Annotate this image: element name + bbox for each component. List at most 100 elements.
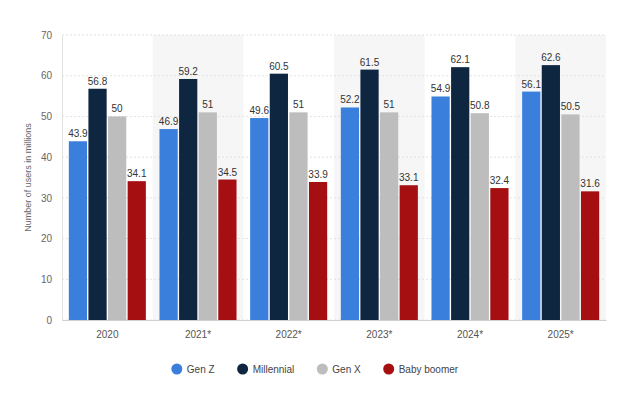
chart-container: 01020304050607020202021*2022*2023*2024*2…: [0, 0, 624, 393]
data-label: 32.4: [490, 175, 510, 186]
bar: [199, 112, 217, 320]
bar: [108, 116, 126, 320]
bar: [490, 188, 508, 320]
y-tick-label: 60: [41, 70, 53, 81]
data-label: 33.1: [399, 172, 419, 183]
data-label: 50.8: [470, 100, 490, 111]
x-tick-label: 2021*: [185, 329, 211, 340]
y-tick: 50: [41, 111, 62, 122]
y-tick-label: 0: [46, 315, 52, 326]
bar: [400, 185, 418, 320]
legend-label: Baby boomer: [399, 364, 459, 375]
x-tick: 2024*: [457, 320, 483, 340]
legend-marker: [171, 364, 182, 375]
data-label: 34.5: [218, 167, 238, 178]
bar: [431, 96, 449, 320]
bar: [522, 92, 540, 320]
bar: [69, 141, 87, 320]
bar: [581, 191, 599, 320]
legend-marker: [237, 364, 248, 375]
data-label: 50.5: [561, 101, 581, 112]
grid-line: [62, 35, 606, 36]
bar: [88, 89, 106, 320]
data-label: 33.9: [308, 169, 328, 180]
x-tick: 2022*: [276, 320, 302, 340]
bar: [159, 129, 177, 320]
data-label: 31.6: [580, 178, 600, 189]
bar: [542, 65, 560, 320]
legend-item: Gen X: [317, 364, 361, 375]
bar: [289, 112, 307, 320]
y-tick: 30: [41, 193, 62, 204]
bar: [128, 181, 146, 320]
y-tick-label: 70: [41, 30, 53, 41]
y-tick-label: 10: [41, 274, 53, 285]
x-tick-label: 2022*: [276, 329, 302, 340]
legend-item: Gen Z: [171, 364, 214, 375]
data-label: 46.9: [159, 116, 179, 127]
data-label: 56.1: [522, 79, 542, 90]
column-band: [334, 35, 425, 320]
column-band: [153, 35, 244, 320]
x-tick-label: 2025*: [548, 329, 574, 340]
y-tick: 60: [41, 70, 62, 81]
x-tick-label: 2020: [96, 329, 119, 340]
x-tick-label: 2024*: [457, 329, 483, 340]
legend-marker: [383, 364, 394, 375]
data-labels: 43.946.949.652.254.956.156.859.260.561.5…: [68, 52, 600, 189]
data-label: 61.5: [360, 57, 380, 68]
bar: [179, 79, 197, 320]
data-label: 60.5: [269, 61, 289, 72]
legend-item: Baby boomer: [383, 364, 459, 375]
y-tick-label: 30: [41, 193, 53, 204]
data-label: 59.2: [178, 66, 198, 77]
y-axis-title: Number of users in millions: [23, 123, 33, 232]
bar: [218, 180, 236, 320]
y-tick: 40: [41, 152, 62, 163]
data-label: 52.2: [340, 94, 360, 105]
x-tick: 2020: [96, 320, 119, 340]
legend-item: Millennial: [237, 364, 294, 375]
y-tick-label: 40: [41, 152, 53, 163]
y-axis-line: [62, 36, 63, 321]
data-label: 51: [384, 99, 396, 110]
x-tick: 2021*: [185, 320, 211, 340]
data-label: 62.1: [450, 54, 470, 65]
bar: [471, 113, 489, 320]
data-label: 51: [202, 99, 214, 110]
data-label: 34.1: [127, 168, 147, 179]
bars: [69, 65, 599, 320]
y-tick: 20: [41, 233, 62, 244]
data-label: 43.9: [68, 128, 88, 139]
grid-line: [62, 75, 606, 76]
x-tick: 2023*: [366, 320, 392, 340]
legend-label: Gen Z: [187, 364, 215, 375]
y-axis: 0 10 20 30 40 50 60 70: [41, 30, 63, 326]
legend-marker: [317, 364, 328, 375]
data-label: 54.9: [431, 83, 451, 94]
y-tick-label: 20: [41, 233, 53, 244]
x-tick: 2025*: [548, 320, 574, 340]
bar: [309, 182, 327, 320]
column-band: [515, 35, 606, 320]
x-tick-label: 2023*: [366, 329, 392, 340]
grid: [62, 35, 606, 320]
data-label: 51: [293, 99, 305, 110]
legend: Gen Z Millennial Gen X Baby boomer: [171, 364, 458, 375]
bar: [341, 107, 359, 320]
y-tick: 10: [41, 274, 62, 285]
x-axis: 2020 2021* 2022* 2023* 2024* 2025*: [63, 320, 607, 340]
y-tick-label: 50: [41, 111, 53, 122]
data-label: 62.6: [541, 52, 561, 63]
bar: [451, 67, 469, 320]
legend-label: Gen X: [332, 364, 361, 375]
bar: [270, 74, 288, 320]
bar: [360, 70, 378, 320]
bar: [561, 114, 579, 320]
data-label: 50: [112, 103, 124, 114]
y-tick: 0: [46, 315, 62, 326]
chart: 01020304050607020202021*2022*2023*2024*2…: [0, 0, 624, 393]
legend-label: Millennial: [253, 364, 295, 375]
data-label: 49.6: [250, 105, 270, 116]
bar: [250, 118, 268, 320]
